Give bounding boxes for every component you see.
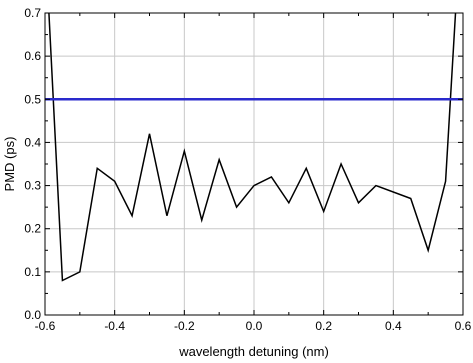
pmd-series-line (48, 13, 457, 282)
grid-lines (45, 13, 463, 315)
y-tick-label: 0.5 (24, 92, 41, 106)
x-tick-label: 0.2 (315, 319, 332, 333)
x-tick-label: 0.4 (385, 319, 402, 333)
y-tick-label: 0.1 (24, 265, 41, 279)
y-tick-label: 0.4 (24, 135, 41, 149)
axis-ticks (44, 12, 464, 316)
x-tick-label: 0.6 (455, 319, 472, 333)
x-axis-label: wavelength detuning (nm) (178, 344, 329, 359)
y-tick-label: 0.2 (24, 222, 41, 236)
x-tick-label: -0.2 (174, 319, 195, 333)
series-layer (45, 13, 463, 282)
y-tick-label: 0.0 (24, 308, 41, 322)
x-tick-label: -0.4 (104, 319, 125, 333)
y-tick-label: 0.7 (24, 6, 41, 20)
y-tick-label: 0.3 (24, 179, 41, 193)
x-tick-labels: -0.6 -0.4 -0.2 0.0 0.2 0.4 0.6 (35, 319, 472, 333)
x-tick-label: 0.0 (246, 319, 263, 333)
y-tick-label: 0.6 (24, 49, 41, 63)
x-tick-label: -0.6 (35, 319, 56, 333)
y-axis-label: PMD (ps) (2, 137, 17, 192)
y-tick-labels: 0.0 0.1 0.2 0.3 0.4 0.5 0.6 0.7 (24, 6, 41, 322)
